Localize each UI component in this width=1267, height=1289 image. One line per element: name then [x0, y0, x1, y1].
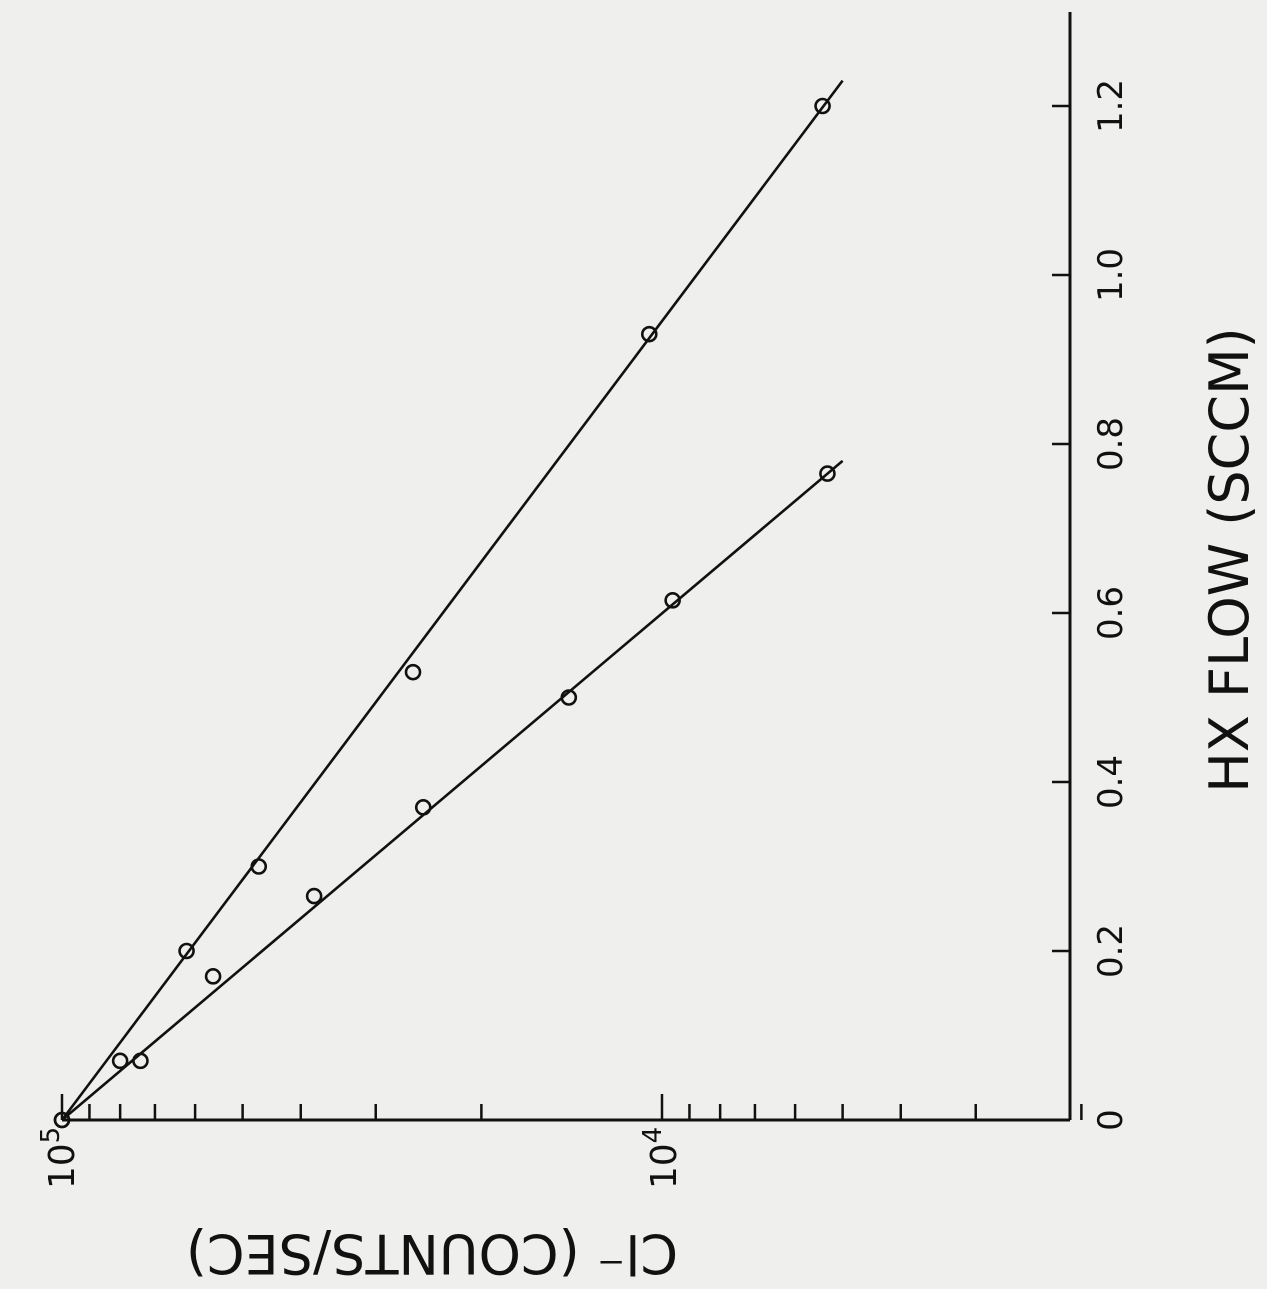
x-tick-label: 1.2: [1091, 79, 1131, 133]
fit-line-2: [61, 459, 844, 1121]
data-point: [132, 1052, 149, 1070]
data-point: [819, 465, 836, 482]
x-axis-title: HX FLOW (SCCM): [1198, 327, 1261, 792]
data-point: [814, 97, 831, 115]
data-point: [640, 325, 658, 343]
data-point: [204, 968, 222, 985]
x-tick-label: 0.4: [1091, 755, 1131, 809]
x-tick-label: 0: [1091, 1109, 1131, 1131]
x-tick-label: 0.6: [1091, 586, 1131, 640]
x-axis-tick-labels: 0 0.2 0.4 0.6 0.8 1.0 1.2: [1091, 79, 1131, 1131]
x-tick-label: 1.0: [1091, 248, 1131, 302]
data-points: [53, 97, 836, 1129]
data-point: [414, 799, 432, 816]
data-point: [664, 592, 681, 609]
x-tick-label: 0.8: [1091, 417, 1131, 471]
data-point: [404, 663, 422, 681]
data-point: [111, 1052, 129, 1070]
y-axis-title: Cl⁻ (COUNTS/SEC): [186, 1222, 678, 1285]
data-point: [250, 858, 268, 875]
y-tick-label: 104: [638, 1127, 685, 1189]
data-point: [53, 1111, 71, 1129]
data-point: [305, 887, 323, 905]
fit-line-1: [60, 79, 844, 1121]
y-axis-ticks: [60, 1094, 1083, 1120]
data-point: [560, 689, 578, 706]
x-tick-label: 0.2: [1091, 924, 1131, 978]
x-axis-ticks: [1052, 104, 1070, 1122]
fit-lines: [60, 79, 844, 1121]
data-point: [178, 942, 195, 960]
y-tick-label: 105: [36, 1127, 83, 1189]
